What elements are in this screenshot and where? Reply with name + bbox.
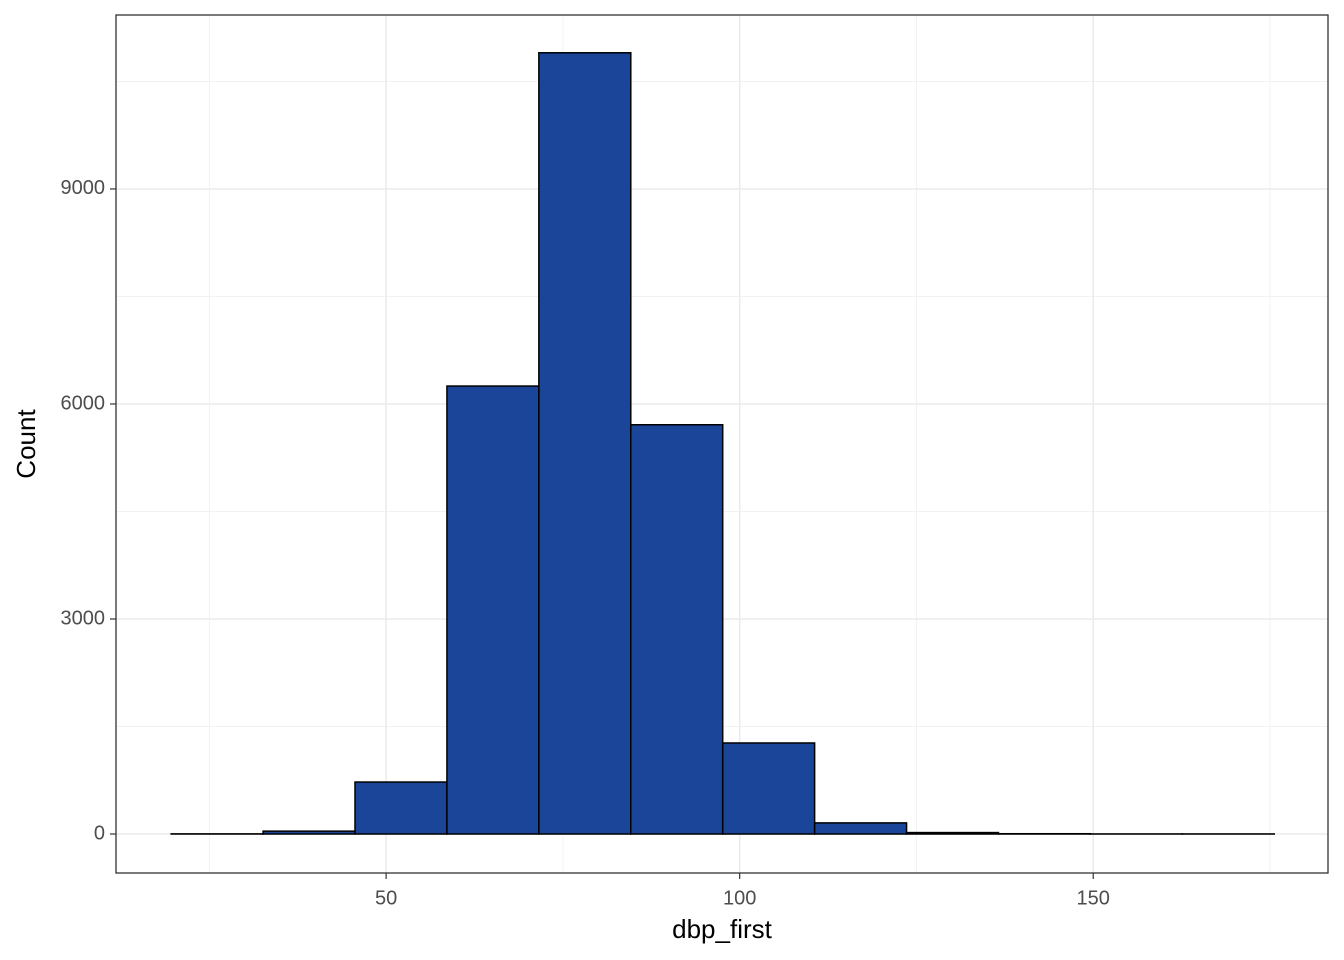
y-axis-title: Count (11, 409, 41, 479)
x-tick-label: 50 (375, 887, 397, 909)
y-tick-label: 9000 (61, 177, 106, 199)
panel-border (115, 14, 1329, 874)
bar (354, 781, 448, 835)
x-axis-title: dbp_first (672, 914, 772, 944)
bar (721, 742, 816, 835)
bar (538, 52, 632, 835)
y-tick-label: 3000 (61, 607, 106, 629)
bar (262, 830, 356, 835)
axes: 0 3000 6000 9000 50 100 150 (61, 177, 1110, 909)
bar (446, 385, 540, 835)
bars (170, 52, 1276, 835)
x-tick-label: 150 (1077, 887, 1110, 909)
y-tick-label: 0 (94, 822, 105, 844)
bar (905, 831, 1000, 835)
x-tick-label: 100 (723, 887, 756, 909)
bar (630, 424, 724, 835)
y-tick-label: 6000 (61, 392, 106, 414)
bar (813, 822, 908, 835)
